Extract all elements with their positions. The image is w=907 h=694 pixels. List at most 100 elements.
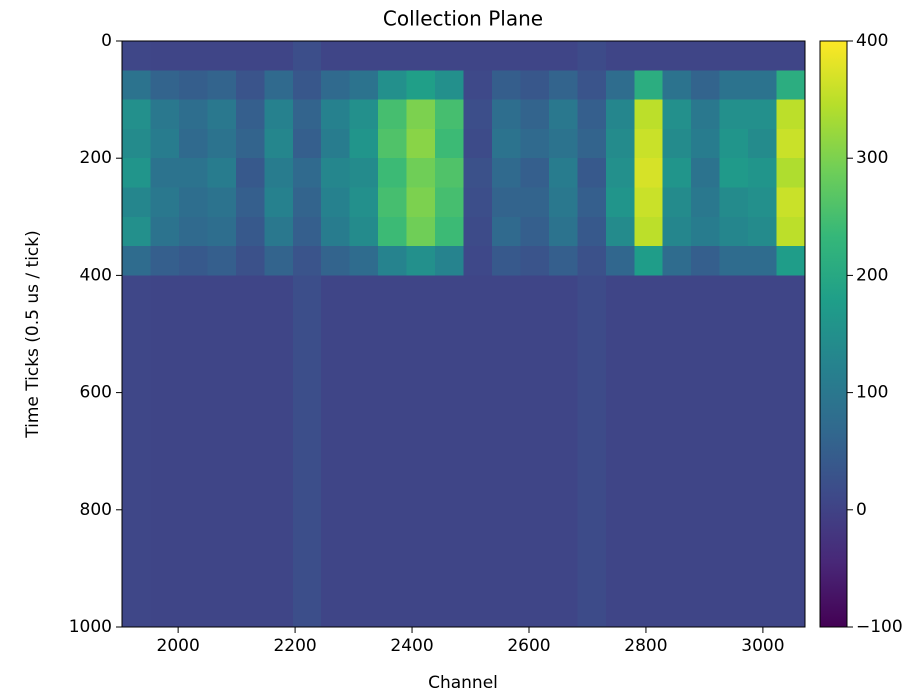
colorbar-tick-label: 400 xyxy=(856,31,888,51)
cell xyxy=(235,128,265,159)
cell xyxy=(577,70,607,101)
cell xyxy=(491,246,521,276)
cell xyxy=(235,187,265,218)
cell xyxy=(491,363,521,394)
cell xyxy=(776,158,806,188)
cell xyxy=(691,99,721,130)
cell xyxy=(605,539,635,569)
cell xyxy=(349,509,379,540)
cell xyxy=(292,216,322,247)
cell xyxy=(122,568,151,599)
cell xyxy=(292,392,322,423)
cell xyxy=(349,275,379,306)
cell xyxy=(435,334,464,364)
cell xyxy=(264,41,294,71)
cell xyxy=(349,128,379,159)
y-tick-label: 0 xyxy=(101,31,112,51)
cell xyxy=(719,275,749,306)
cell xyxy=(378,128,408,159)
cell xyxy=(264,421,294,452)
cell xyxy=(321,99,351,130)
cell xyxy=(463,451,493,481)
cell xyxy=(406,41,436,71)
cell xyxy=(292,41,322,71)
cell xyxy=(378,539,408,569)
cell xyxy=(491,128,521,159)
cell xyxy=(122,304,151,335)
cell xyxy=(292,128,322,159)
x-tick-label: 2600 xyxy=(507,636,550,656)
cell xyxy=(235,392,265,423)
cell xyxy=(691,568,721,599)
cell xyxy=(406,304,436,335)
cell xyxy=(349,216,379,247)
colorbar xyxy=(819,40,848,628)
cell xyxy=(520,451,550,481)
cell xyxy=(150,509,180,540)
cell xyxy=(605,480,635,511)
y-axis-label: Time Ticks (0.5 us / tick) xyxy=(23,230,43,439)
cell xyxy=(435,99,464,130)
cell xyxy=(634,246,664,276)
cell xyxy=(321,275,351,306)
cell xyxy=(378,99,408,130)
cell xyxy=(207,158,237,188)
cell xyxy=(378,363,408,394)
cell xyxy=(662,480,692,511)
cell xyxy=(605,304,635,335)
cell xyxy=(491,70,521,101)
cell xyxy=(122,70,151,101)
cell xyxy=(207,597,237,628)
colorbar-tick-label: 300 xyxy=(856,148,888,168)
cell xyxy=(406,509,436,540)
cell xyxy=(178,304,208,335)
cell xyxy=(719,187,749,218)
cell xyxy=(463,421,493,452)
cell xyxy=(150,451,180,481)
cell xyxy=(264,392,294,423)
cell xyxy=(662,451,692,481)
cell xyxy=(292,568,322,599)
cell xyxy=(321,216,351,247)
cell xyxy=(321,334,351,364)
cell xyxy=(122,509,151,540)
cell xyxy=(207,568,237,599)
x-axis-label: Channel xyxy=(428,673,498,693)
cell xyxy=(150,41,180,71)
cell xyxy=(691,509,721,540)
cell xyxy=(662,246,692,276)
cell xyxy=(548,539,578,569)
cell xyxy=(520,421,550,452)
cell xyxy=(605,216,635,247)
cell xyxy=(577,158,607,188)
cell xyxy=(264,597,294,628)
cell xyxy=(691,421,721,452)
cell xyxy=(662,41,692,71)
cell xyxy=(178,246,208,276)
cell xyxy=(292,509,322,540)
cell xyxy=(321,480,351,511)
cell xyxy=(321,70,351,101)
chart-title: Collection Plane xyxy=(383,7,543,31)
cell xyxy=(207,480,237,511)
cell xyxy=(321,41,351,71)
cell xyxy=(491,480,521,511)
cell xyxy=(491,539,521,569)
cell xyxy=(719,70,749,101)
cell xyxy=(235,70,265,101)
cell xyxy=(662,334,692,364)
cell xyxy=(719,480,749,511)
cell xyxy=(491,99,521,130)
cell xyxy=(463,99,493,130)
cell xyxy=(264,480,294,511)
cell xyxy=(748,158,778,188)
cell xyxy=(406,568,436,599)
cell xyxy=(435,275,464,306)
colorbar-tick-label: −100 xyxy=(856,617,903,637)
cell xyxy=(435,539,464,569)
cell xyxy=(605,187,635,218)
cell xyxy=(776,99,806,130)
cell xyxy=(435,363,464,394)
cell xyxy=(605,421,635,452)
